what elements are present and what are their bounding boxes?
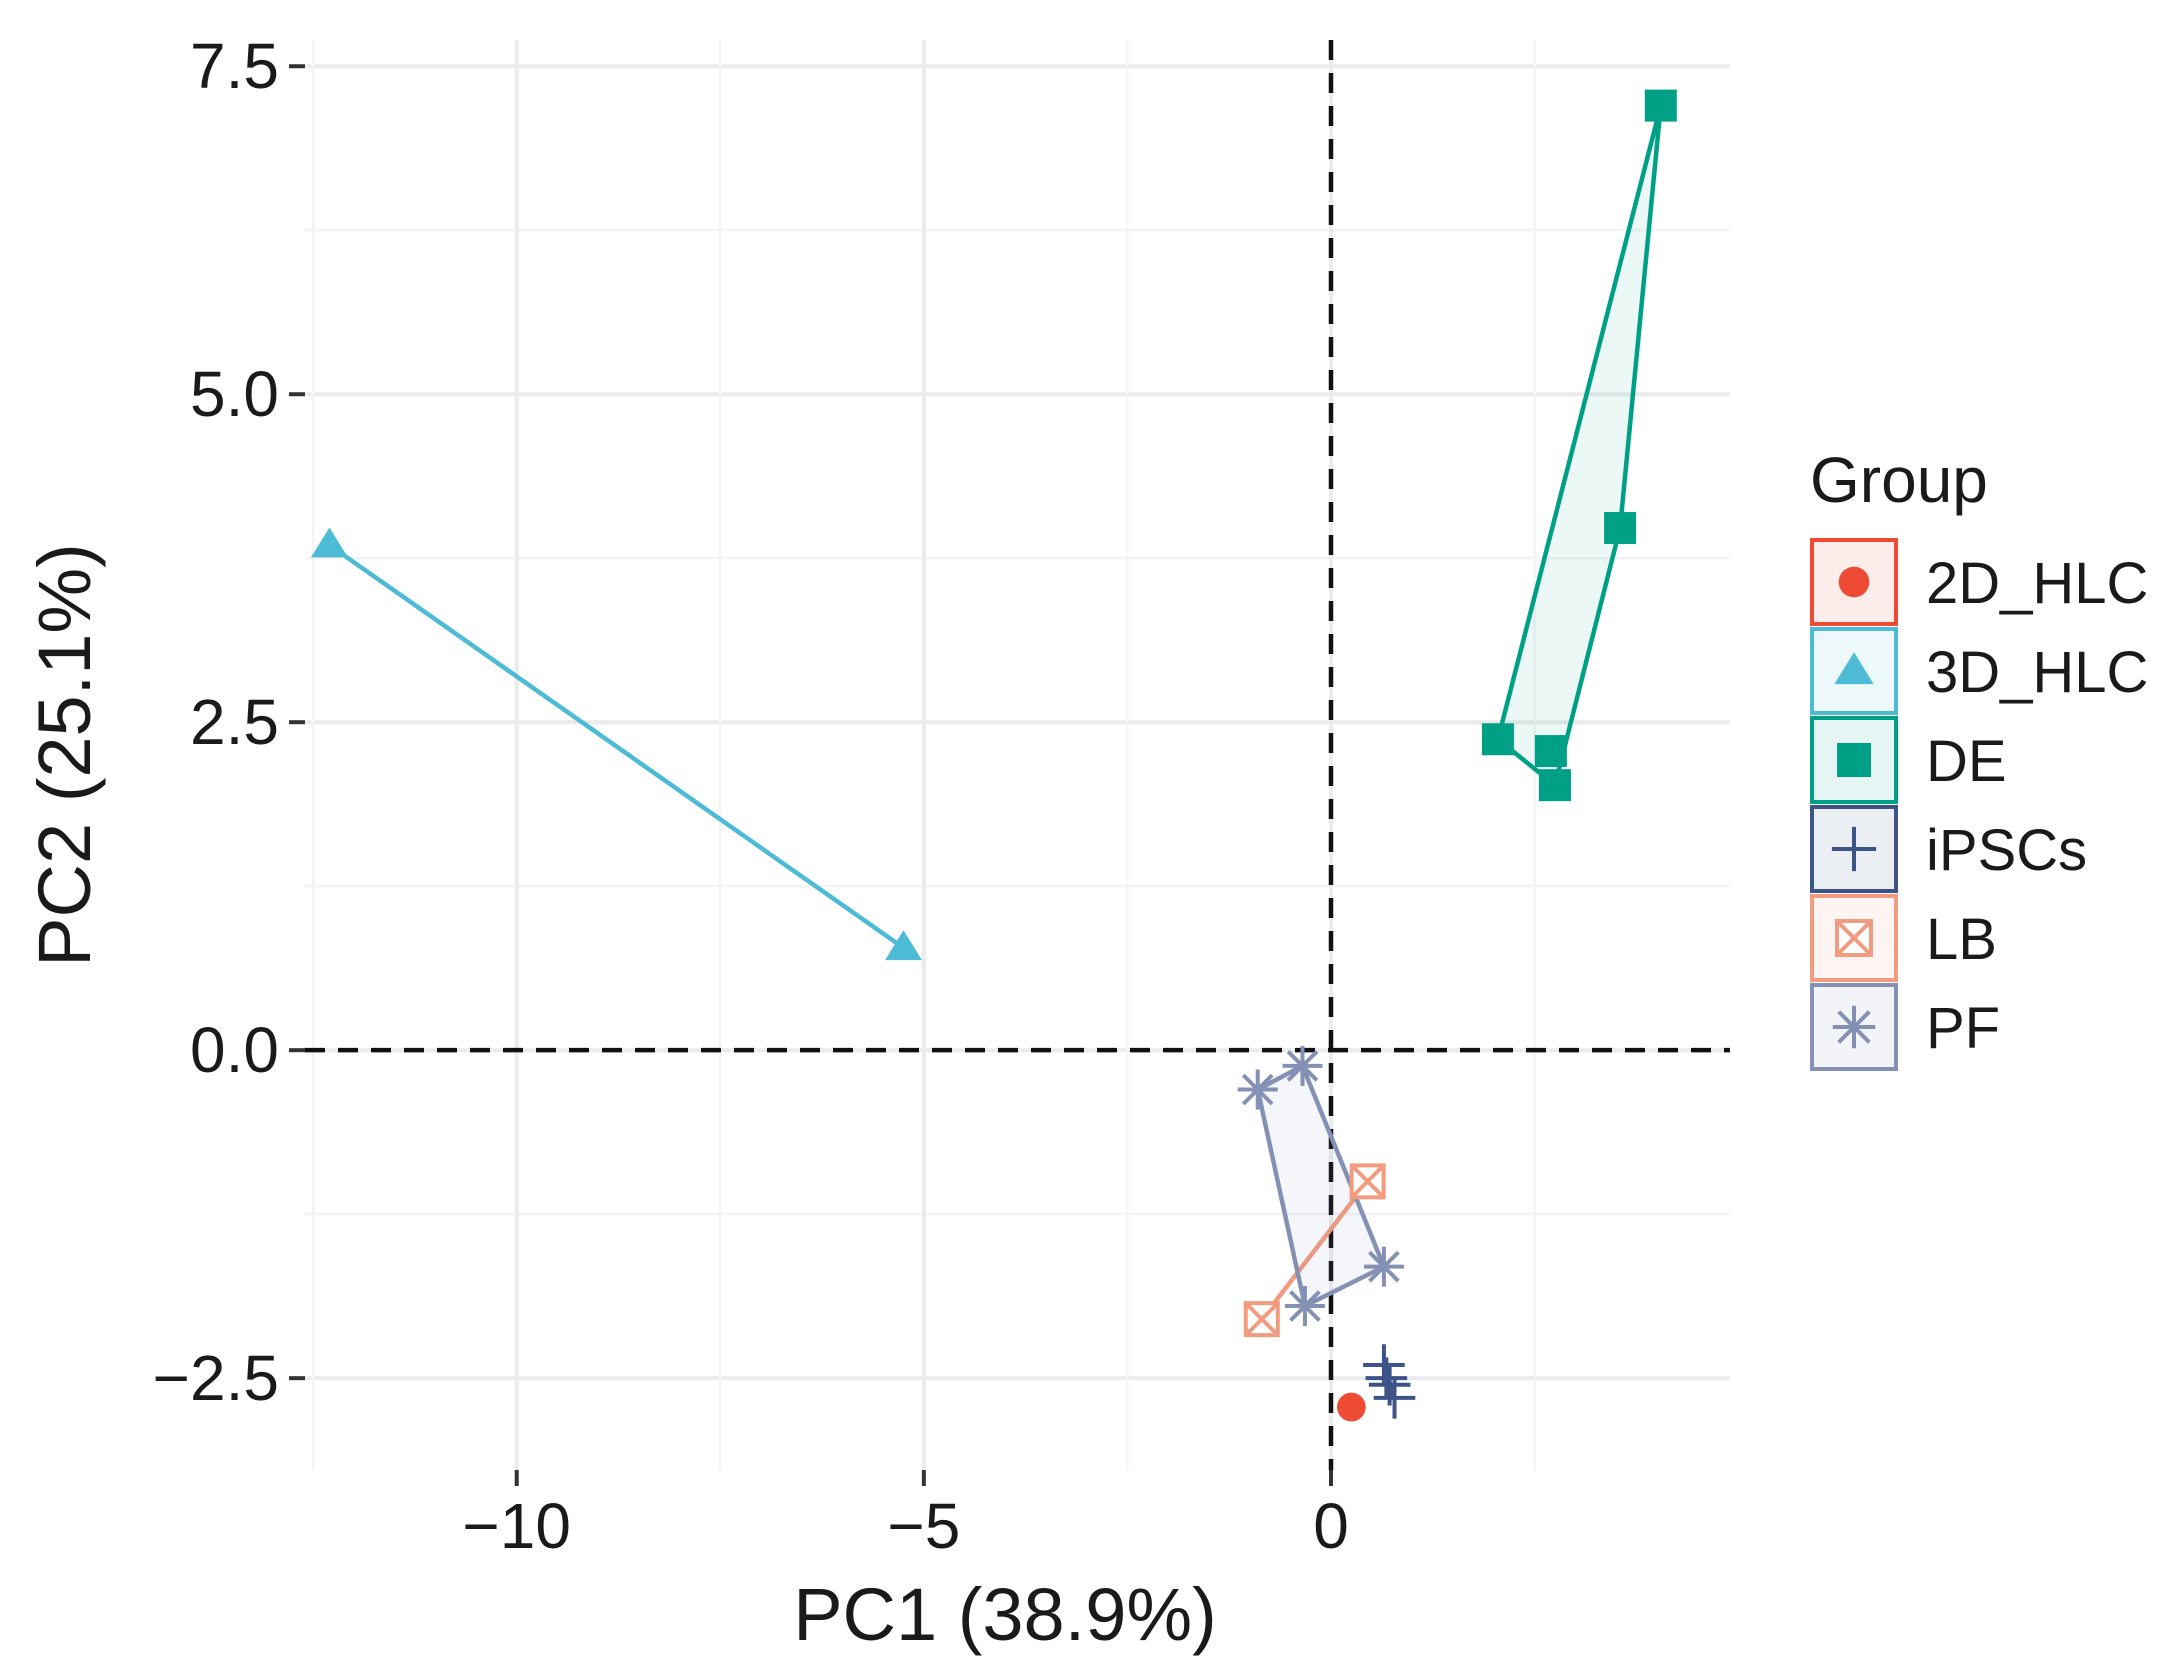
square-marker xyxy=(1534,735,1567,768)
y-tick-label: 5.0 xyxy=(190,358,279,430)
legend-label: PF xyxy=(1926,996,2000,1061)
x-axis-title: PC1 (38.9%) xyxy=(793,1573,1217,1656)
square-x-marker-d2 xyxy=(1244,1301,1280,1337)
legend-label: 2D_HLC xyxy=(1926,551,2148,616)
legend-item: PF xyxy=(1810,983,2000,1071)
hull-LB xyxy=(1260,1180,1370,1321)
grid xyxy=(305,40,1730,1470)
point-LB xyxy=(1243,1301,1280,1338)
legend-key-marker xyxy=(1837,743,1871,777)
legend-key-marker xyxy=(1831,826,1877,872)
legend-item: iPSCs xyxy=(1810,805,2087,893)
axis-ticks: −2.5 0.0 2.5 5.0 7.5 −10 −5 0 xyxy=(153,30,1349,1562)
point-DE xyxy=(1481,723,1514,756)
square-x-marker-d2 xyxy=(1350,1163,1386,1199)
legend-key-marker xyxy=(1835,919,1873,957)
square-marker xyxy=(1644,89,1677,122)
legend-key-marker xyxy=(1838,566,1870,598)
y-tick-label: 0.0 xyxy=(190,1014,279,1086)
point-PF xyxy=(1282,1045,1323,1086)
data-points xyxy=(310,89,1677,1422)
point-DE xyxy=(1534,735,1567,768)
asterisk-marker-d2 xyxy=(1286,1050,1319,1082)
legend-label: DE xyxy=(1926,729,2007,794)
asterisk-marker-d2 xyxy=(1241,1073,1274,1106)
legend-key-marker xyxy=(1832,1005,1876,1049)
y-tick-label: −2.5 xyxy=(153,1342,279,1414)
square-marker xyxy=(1538,769,1571,802)
legend-label: 3D_HLC xyxy=(1926,640,2148,705)
asterisk-marker-d2 xyxy=(1368,1250,1400,1283)
legend-key-marker xyxy=(1834,652,1874,685)
x-tick-label: −5 xyxy=(887,1490,960,1562)
x-tick-label: −10 xyxy=(462,1490,571,1562)
legend-item: 2D_HLC xyxy=(1810,538,2148,626)
legend: Group 2D_HLC 3D_HLC DE iPSCs LB PF xyxy=(1810,444,2148,1071)
point-LB xyxy=(1349,1163,1386,1200)
hull-3D_HLC xyxy=(328,543,905,950)
square-x-marker-d2 xyxy=(1835,919,1873,957)
y-tick-label: 7.5 xyxy=(190,30,279,102)
square-marker xyxy=(1837,743,1871,777)
point-DE xyxy=(1604,512,1637,545)
group-hulls xyxy=(328,103,1664,1399)
triangle-marker xyxy=(885,930,922,961)
point-PF xyxy=(1363,1246,1404,1287)
legend-label: iPSCs xyxy=(1926,818,2087,883)
square-marker xyxy=(1481,723,1514,756)
point-3D_HLC xyxy=(310,527,348,558)
circle-marker xyxy=(1838,566,1870,598)
y-axis-title: PC2 (25.1%) xyxy=(23,543,106,967)
square-marker xyxy=(1604,512,1637,545)
x-tick-label: 0 xyxy=(1313,1490,1349,1562)
triangle-marker xyxy=(310,527,348,558)
point-DE xyxy=(1644,89,1677,122)
point-iPSCs xyxy=(1365,1357,1408,1399)
point-iPSCs xyxy=(1373,1377,1416,1419)
legend-title: Group xyxy=(1810,444,1988,516)
point-2D_HLC xyxy=(1336,1392,1366,1422)
point-PF xyxy=(1284,1286,1325,1327)
hull-DE xyxy=(1495,103,1664,788)
circle-marker xyxy=(1336,1392,1366,1422)
legend-item: DE xyxy=(1810,716,2007,804)
point-3D_HLC xyxy=(885,930,922,961)
y-tick-label: 2.5 xyxy=(190,686,279,758)
asterisk-marker-d2 xyxy=(1837,1010,1871,1044)
legend-item: 3D_HLC xyxy=(1810,627,2148,715)
asterisk-marker-d2 xyxy=(1289,1290,1321,1322)
triangle-marker xyxy=(1834,652,1874,685)
legend-label: LB xyxy=(1926,907,1997,972)
legend-item: LB xyxy=(1810,894,1997,982)
point-DE xyxy=(1538,769,1571,802)
point-PF xyxy=(1237,1069,1278,1110)
